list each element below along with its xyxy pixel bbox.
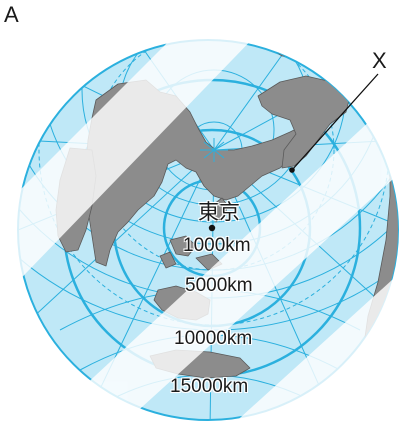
distance-ring-label-10000: 10000km xyxy=(174,328,253,349)
pole-marker xyxy=(200,138,228,162)
x-leader-line xyxy=(291,73,379,171)
japan-landmass xyxy=(209,197,229,223)
center-city-label: 東京 xyxy=(198,201,240,224)
distance-ring-label-5000: 5000km xyxy=(185,275,253,296)
panel-label: A xyxy=(4,2,19,27)
distance-ring-label-15000: 15000km xyxy=(170,376,249,397)
tokyo-point xyxy=(208,224,216,232)
distance-ring-label-1000: 1000km xyxy=(183,235,251,256)
north-america-landmass xyxy=(257,75,351,169)
marker-x-label: X xyxy=(372,48,387,73)
x-point xyxy=(289,167,295,173)
